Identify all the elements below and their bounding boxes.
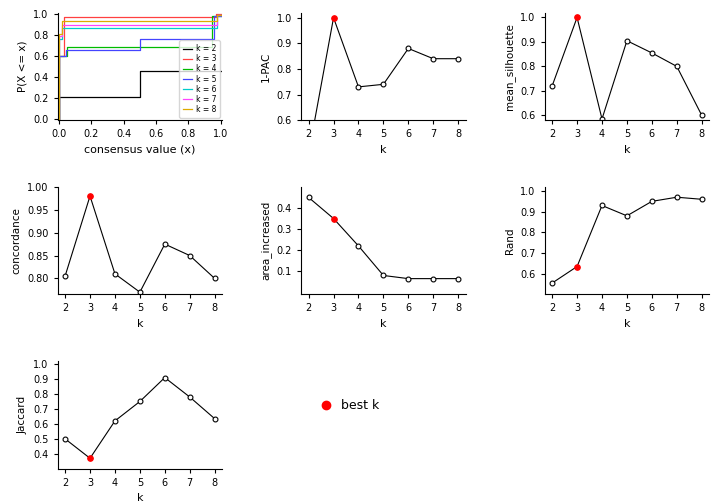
k = 4 [55,116,63,122]
Y-axis label: P(X <= x): P(X <= x) [18,41,27,92]
k = 5 [55,53,63,59]
k = 6 [216,12,225,18]
k = 3 [55,53,63,59]
Legend: k = 2, k = 3, k = 4, k = 5, k = 6, k = 7, k = 8: k = 2, k = 3, k = 4, k = 5, k = 6, k = 7… [179,40,220,118]
k = 4 [208,13,217,19]
k = 5 [135,36,144,42]
k = 5 [210,36,218,42]
X-axis label: k: k [380,145,387,155]
k = 3 [212,14,220,20]
X-axis label: k: k [137,319,143,329]
k = 5 [135,46,144,52]
k = 8 [213,12,222,18]
k = 8 [55,116,63,122]
k = 4 [63,44,71,50]
Y-axis label: concordance: concordance [12,207,22,274]
k = 6 [58,25,67,31]
k = 3 [60,14,68,20]
k = 8 [58,18,67,24]
k = 4 [216,13,225,19]
k = 2 [55,94,63,100]
Y-axis label: mean_silhouette: mean_silhouette [504,23,515,110]
k = 6 [55,116,63,122]
k = 3 [212,11,220,17]
k = 2 [135,94,144,100]
k = 4 [216,13,225,19]
Line: k = 8: k = 8 [59,15,220,119]
k = 7 [55,116,63,122]
k = 5 [210,13,218,19]
k = 7 [58,33,67,39]
k = 5 [216,13,225,19]
Y-axis label: Jaccard: Jaccard [18,396,27,434]
X-axis label: k: k [137,493,143,503]
Legend: best k: best k [315,394,384,417]
k = 8 [55,31,63,37]
k = 4 [55,53,63,59]
k = 4 [208,44,217,50]
k = 8 [213,18,222,24]
k = 3 [216,11,225,17]
Y-axis label: Rand: Rand [505,227,515,254]
k = 8 [216,12,225,18]
Line: k = 4: k = 4 [59,16,220,119]
X-axis label: k: k [624,145,630,155]
k = 5 [61,46,70,52]
k = 8 [216,12,225,18]
k = 7 [55,33,63,39]
k = 6 [216,12,225,18]
k = 7 [213,22,222,28]
X-axis label: k: k [380,319,387,329]
X-axis label: consensus value (x): consensus value (x) [84,145,196,155]
k = 4 [63,53,71,59]
Line: k = 3: k = 3 [59,14,220,119]
k = 2 [55,116,63,122]
k = 2 [135,68,144,74]
k = 3 [55,116,63,122]
k = 5 [55,116,63,122]
Line: k = 2: k = 2 [59,71,220,119]
Line: k = 5: k = 5 [59,16,220,119]
k = 3 [216,11,225,17]
k = 6 [55,36,63,42]
Line: k = 7: k = 7 [59,15,220,119]
k = 6 [213,12,222,18]
k = 2 [216,68,225,74]
k = 6 [58,36,67,42]
Y-axis label: area_increased: area_increased [260,201,271,280]
k = 2 [216,68,225,74]
Line: k = 6: k = 6 [59,15,220,119]
k = 7 [216,12,225,18]
X-axis label: k: k [624,319,630,329]
k = 7 [213,12,222,18]
k = 6 [213,25,222,31]
k = 7 [58,22,67,28]
Y-axis label: 1-PAC: 1-PAC [261,51,271,82]
k = 5 [216,13,225,19]
k = 7 [216,12,225,18]
k = 3 [60,53,68,59]
k = 5 [61,53,70,59]
k = 8 [58,31,67,37]
